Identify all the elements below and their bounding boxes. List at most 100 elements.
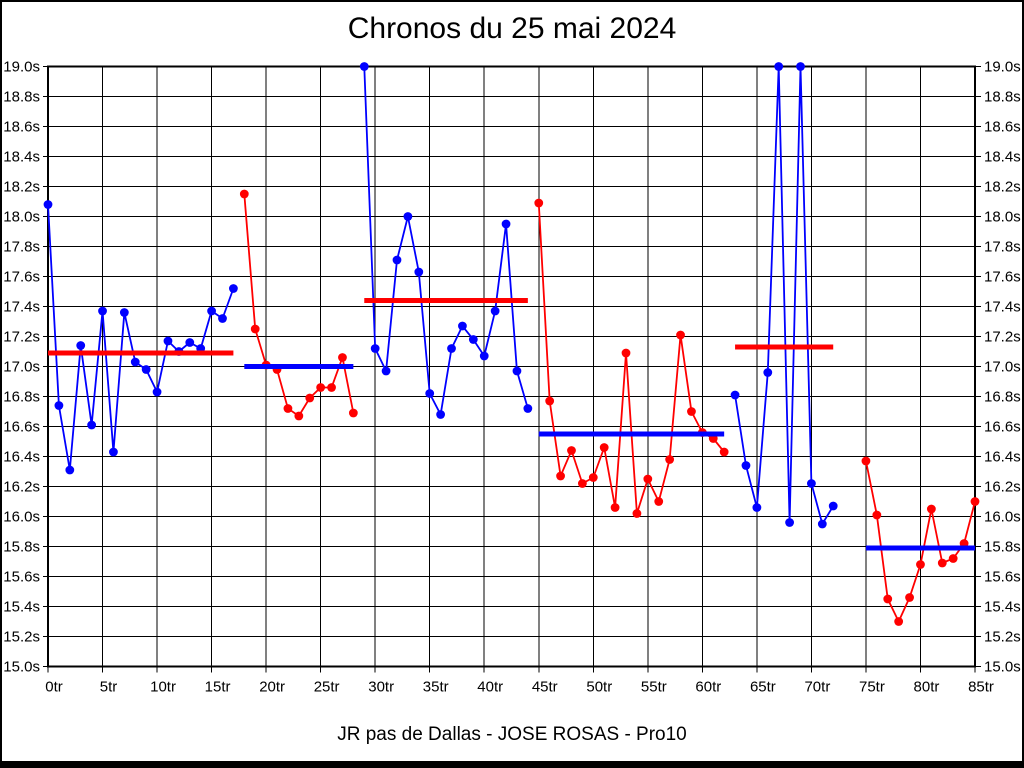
y-tick-label: 17.4s [984,299,1021,316]
y-tick-label: 17.0s [984,359,1021,376]
lap-point [861,456,871,466]
x-tick-label: 0tr [45,679,63,696]
x-tick-label: 50tr [586,679,612,696]
lap-point [905,593,914,602]
x-tick-label: 25tr [314,679,340,696]
lap-point [87,420,97,430]
y-tick-label: 18.2s [984,179,1021,196]
y-tick-label: 16.8s [3,389,40,406]
y-tick-label: 16.2s [984,479,1021,496]
y-tick-label: 18.2s [3,179,40,196]
lap-point [883,594,893,604]
bottom-bar [0,761,1024,768]
lap-line [537,202,725,514]
lap-point [730,390,740,400]
y-tick-label: 15.4s [3,599,40,616]
lap-point [577,479,587,488]
lap-point [632,509,642,518]
lap-point [152,387,162,397]
lap-point [643,474,653,484]
x-tick-label: 20tr [259,679,285,696]
lap-point [676,330,685,340]
lap-point [109,447,118,457]
lap-point [719,447,729,457]
lap-point [970,497,980,506]
x-tick-label: 30tr [368,679,394,696]
lap-point [65,465,75,475]
lap-point [239,189,249,199]
y-tick-label: 16.8s [984,389,1021,406]
lap-point [359,62,369,71]
lap-point [926,504,936,514]
lap-point [250,324,260,334]
lap-point [98,306,107,316]
lap-point [523,404,533,413]
lap-point [403,212,413,221]
x-tick-label: 85tr [968,679,994,696]
lap-point [621,348,631,358]
x-tick-label: 35tr [423,679,449,696]
lap-point [490,306,500,316]
lap-point [665,455,675,464]
lap-point [916,560,925,569]
lap-point [937,558,947,568]
lap-point [763,368,773,377]
x-tick-label: 45tr [532,679,558,696]
lap-point [348,408,358,418]
y-tick-label: 16.0s [984,509,1021,526]
series-stint-6 [861,456,980,626]
y-tick-label: 17.6s [3,269,40,286]
y-axis-labels-right: 19.0s 18.8s 18.6s 18.4s 18.2s 18.0s 17.8s 17.6s… [984,59,1021,676]
lap-point [163,336,173,346]
series-stint-5 [730,62,838,529]
y-tick-label: 15.4s [984,599,1021,616]
lap-line [47,204,235,471]
y-tick-label: 19.0s [3,59,40,76]
x-tick-label: 80tr [914,679,940,696]
lap-point [76,341,86,350]
x-axis-labels: 0tr 5tr 10tr 15tr 20tr 25tr 30tr 35tr 40tr 45tr 50… [45,679,994,696]
y-tick-label: 17.8s [3,239,40,256]
lap-point [43,200,53,209]
lap-point [654,497,664,506]
y-tick-label: 16.0s [3,509,40,526]
x-tick-label: 10tr [150,679,176,696]
y-tick-label: 18.0s [3,209,40,226]
lap-point [556,471,565,481]
lap-point [381,366,391,376]
y-tick-label: 17.8s [984,239,1021,256]
lap-point [894,617,904,626]
lap-point [807,479,816,488]
y-tick-label: 15.0s [3,659,40,676]
lap-point [185,338,195,347]
y-axis-labels-left: 19.0s 18.8s 18.6s 18.4s 18.2s 18.0s 17.8s 17.6s… [3,59,40,676]
y-tick-label: 17.0s [3,359,40,376]
series-stint-2 [239,189,358,421]
lap-point [218,314,227,323]
lap-point [588,473,598,482]
lap-point [207,306,216,316]
grid [48,66,975,667]
lap-point [119,308,129,317]
lap-point [458,321,467,331]
lap-point [948,554,958,563]
lap-point [828,501,838,511]
x-tick-label: 40tr [477,679,503,696]
lap-line [734,66,834,527]
y-tick-label: 16.4s [984,449,1021,466]
lap-point [436,410,446,419]
lap-point [534,198,544,208]
axis-ticks [43,66,981,673]
lap-point [774,62,784,71]
y-tick-label: 17.2s [984,329,1021,346]
lap-point [817,519,827,529]
x-tick-label: 60tr [695,679,721,696]
lap-line [363,66,529,418]
x-tick-label: 75tr [859,679,885,696]
lap-point [512,366,522,376]
lap-point [501,219,511,229]
lap-point [414,267,424,277]
lap-line [243,193,355,418]
